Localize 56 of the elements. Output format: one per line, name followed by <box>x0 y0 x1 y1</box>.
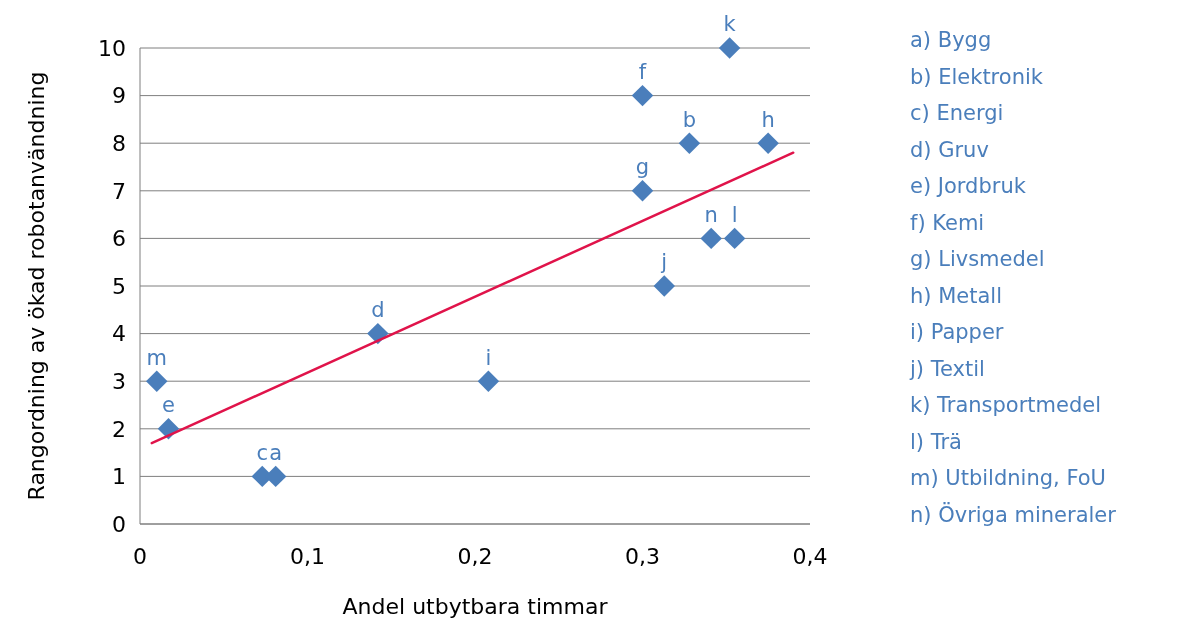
x-tick-label: 0,2 <box>457 544 493 569</box>
annotation: d <box>371 297 385 322</box>
y-tick-label: 1 <box>112 464 126 490</box>
point <box>146 370 168 392</box>
text: j) Textil <box>909 356 985 381</box>
y-axis-title: Rangordning av ökad robotanvändning <box>24 71 49 501</box>
annotation: j <box>660 250 668 275</box>
y-tick-label: 8 <box>112 130 126 156</box>
annotation: f <box>638 59 647 84</box>
annotation: k <box>723 12 737 37</box>
point <box>678 132 701 154</box>
point <box>723 227 746 250</box>
text: c) Energi <box>910 101 1004 126</box>
x-tick-label: 0 <box>133 544 147 569</box>
text: k) Transportmedel <box>910 393 1102 418</box>
x-tick-label: 0,3 <box>625 544 660 569</box>
y-tick-label: 10 <box>98 35 126 61</box>
text: b) Elektronik <box>910 64 1044 89</box>
text: l) Trä <box>910 429 962 454</box>
annotation: e <box>162 393 175 418</box>
point <box>718 37 741 59</box>
x-tick-label: 0,1 <box>290 544 325 569</box>
y-tick-label: 3 <box>112 368 126 394</box>
text: m) Utbildning, FoU <box>910 466 1106 491</box>
text: n) Övriga mineraler <box>910 501 1117 527</box>
y-tick-label: 7 <box>112 178 126 204</box>
annotation: n <box>704 202 718 227</box>
y-tick-label: 0 <box>112 511 126 537</box>
text: h) Metall <box>910 283 1002 308</box>
text: a) Bygg <box>910 28 992 53</box>
annotation: b <box>682 107 697 132</box>
text: i) Papper <box>910 320 1004 345</box>
point <box>477 370 500 392</box>
point <box>700 227 722 250</box>
y-tick-label: 5 <box>112 273 126 299</box>
x-axis-title: Andel utbytbara timmar <box>342 594 609 619</box>
annotation: i <box>485 345 492 370</box>
point <box>631 180 654 202</box>
annotation: g <box>635 155 650 180</box>
point <box>631 84 654 107</box>
y-tick-label: 2 <box>112 416 126 442</box>
point <box>653 275 675 297</box>
annotation: a <box>269 440 283 465</box>
point <box>757 132 779 154</box>
annotation: m <box>146 345 167 370</box>
annotation: l <box>731 202 738 227</box>
y-tick-label: 4 <box>112 321 126 347</box>
y-tick-label: 9 <box>112 83 126 109</box>
text: f) Kemi <box>910 210 985 235</box>
y-tick-label: 6 <box>112 226 126 252</box>
annotation: c <box>256 440 269 465</box>
text: g) Livsmedel <box>910 247 1045 272</box>
x-tick-label: 0,4 <box>792 544 828 569</box>
text: e) Jordbruk <box>910 174 1027 199</box>
annotation: h <box>761 107 775 132</box>
text: d) Gruv <box>910 137 989 162</box>
